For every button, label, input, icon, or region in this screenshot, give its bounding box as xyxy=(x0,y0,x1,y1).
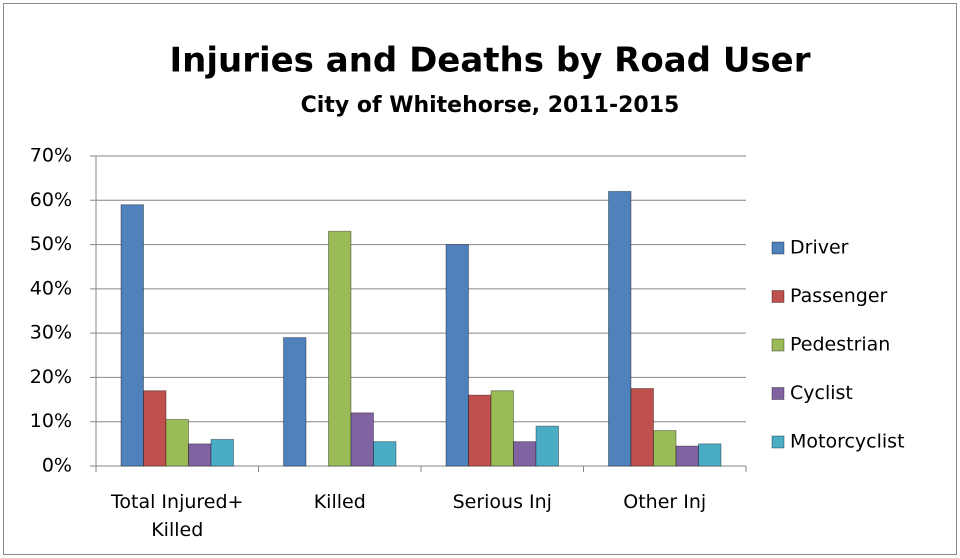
bar xyxy=(675,445,699,467)
y-tick-label: 20% xyxy=(30,366,72,388)
legend-swatch xyxy=(771,290,785,303)
bar xyxy=(468,394,492,467)
bar xyxy=(653,430,677,467)
chart-border xyxy=(3,3,957,555)
y-tick-label: 0% xyxy=(42,455,72,477)
y-tick-label: 50% xyxy=(30,233,72,255)
legend-label: Cyclist xyxy=(790,382,853,404)
legend-swatch xyxy=(771,338,785,352)
bar xyxy=(490,390,514,467)
bar xyxy=(513,441,537,467)
legend-swatch xyxy=(771,387,785,400)
bar xyxy=(143,390,167,467)
x-tick-label: Other Inj xyxy=(623,491,707,513)
y-tick-label: 10% xyxy=(30,410,72,432)
bar xyxy=(535,425,559,467)
bar xyxy=(608,190,632,467)
bar xyxy=(630,388,654,467)
x-tick-label: Total Injured+ Killed xyxy=(111,491,244,541)
legend-label: Motorcyclist xyxy=(790,431,905,453)
bar xyxy=(188,443,212,467)
legend-swatch xyxy=(771,241,785,255)
y-tick-label: 70% xyxy=(30,145,72,167)
legend-label: Pedestrian xyxy=(790,334,890,356)
bar xyxy=(328,230,352,467)
bar xyxy=(165,419,189,467)
y-tick-label: 60% xyxy=(30,189,72,211)
legend-swatch xyxy=(771,435,785,449)
chart-title: Injuries and Deaths by Road User xyxy=(169,41,810,81)
chart-subtitle: City of Whitehorse, 2011-2015 xyxy=(301,93,680,118)
x-tick-label: Serious Inj xyxy=(452,491,552,513)
bar xyxy=(698,443,722,467)
bar xyxy=(350,412,374,467)
bar xyxy=(283,337,307,467)
legend-label: Driver xyxy=(790,237,849,259)
y-tick-label: 40% xyxy=(30,277,72,299)
legend-label: Passenger xyxy=(790,285,888,307)
bar xyxy=(210,438,234,467)
bar xyxy=(373,441,397,467)
bar xyxy=(445,244,469,467)
x-tick-label: Killed xyxy=(313,491,366,513)
y-tick-label: 30% xyxy=(30,322,72,344)
bar xyxy=(120,204,144,467)
